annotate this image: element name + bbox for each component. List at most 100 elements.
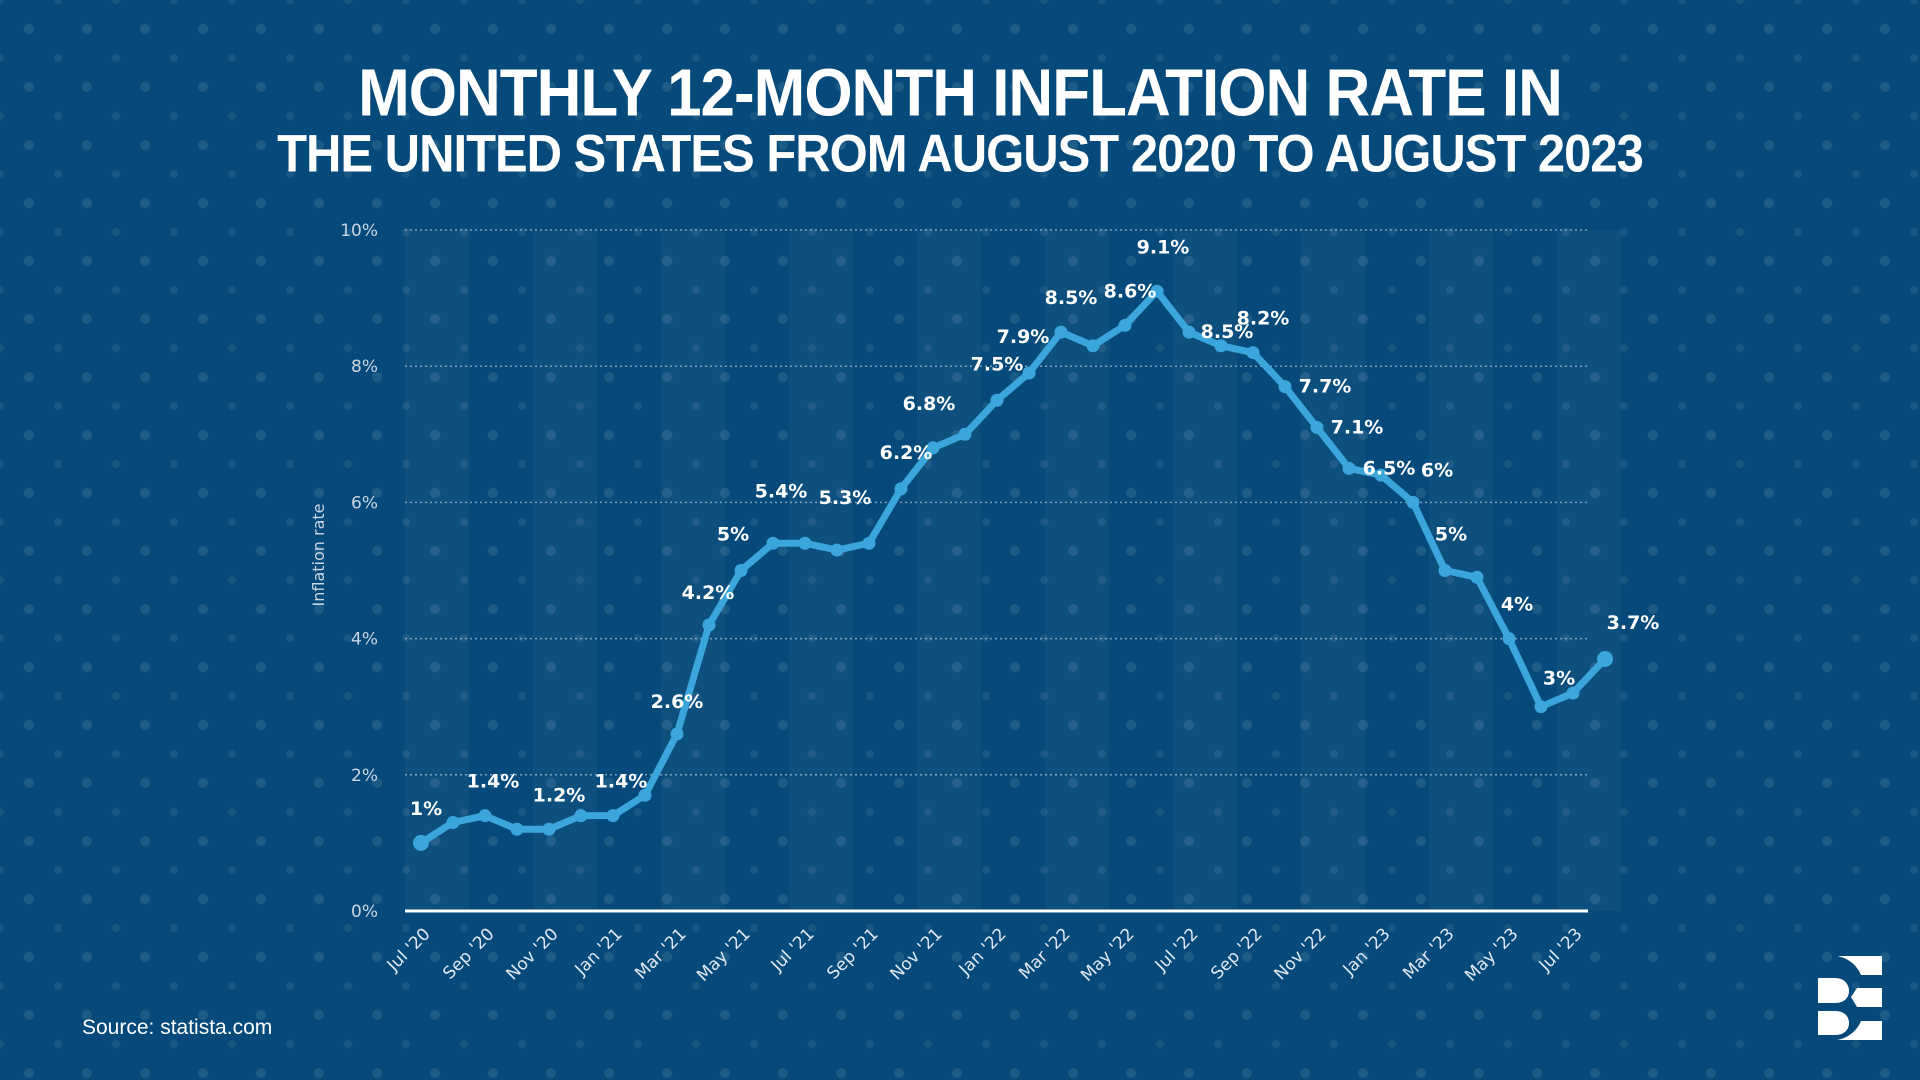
data-point [1534, 700, 1548, 714]
data-point [638, 788, 652, 802]
chart-band [1557, 230, 1621, 911]
data-point [1214, 339, 1228, 353]
data-point [766, 536, 780, 550]
data-label: 7.9% [997, 326, 1050, 348]
data-point [1374, 468, 1388, 482]
data-label: 8.6% [1104, 280, 1157, 302]
data-point [478, 809, 492, 823]
data-label: 1% [410, 798, 442, 820]
data-label: 7.5% [971, 353, 1024, 375]
chart-band [1301, 230, 1365, 911]
x-tick-label: Jul '22 [1151, 924, 1203, 976]
x-tick-label: Sep '22 [1207, 924, 1266, 983]
x-tick-label: Mar '22 [1015, 924, 1074, 983]
data-point [510, 822, 524, 836]
y-tick-label: 4% [351, 630, 378, 650]
data-label: 6.5% [1363, 457, 1416, 479]
data-label: 6% [1421, 459, 1453, 481]
x-tick-label: Jul '21 [767, 924, 819, 976]
y-tick-label: 2% [351, 766, 378, 786]
data-point [1342, 461, 1356, 475]
data-point [1278, 380, 1292, 394]
data-point [1150, 284, 1164, 298]
x-tick-label: May '23 [1461, 924, 1522, 985]
data-point [702, 618, 716, 632]
data-point [926, 441, 940, 455]
data-label: 8.2% [1237, 308, 1290, 330]
data-label: 1.4% [467, 771, 520, 793]
chart-band [917, 230, 981, 911]
data-label: 9.1% [1137, 236, 1190, 258]
data-point [894, 482, 908, 496]
y-axis-ticks: 0% 2% 4% 6% 8% 10% [340, 221, 378, 922]
y-tick-label: 8% [351, 357, 378, 377]
x-tick-label: Jan '23 [1339, 924, 1395, 980]
data-point [446, 815, 460, 829]
data-point [1310, 420, 1324, 434]
x-tick-label: May '22 [1077, 924, 1138, 985]
chart-gridlines [405, 229, 1588, 913]
data-point [1597, 651, 1613, 668]
data-label: 5% [717, 524, 749, 546]
x-axis-ticks: Jul '20 Sep '20 Nov '20 Jan '21 Mar '21 May '… [383, 924, 1587, 985]
data-point [542, 822, 556, 836]
x-tick-label: Nov '22 [1271, 924, 1331, 984]
data-label: 6.2% [880, 442, 933, 464]
data-label: 8.5% [1201, 321, 1254, 343]
data-label: 5.4% [755, 480, 808, 502]
x-tick-label: Sep '21 [823, 924, 882, 983]
data-point [1246, 346, 1260, 360]
data-point [1502, 632, 1516, 646]
data-point [798, 536, 812, 550]
chart-band [789, 230, 853, 911]
data-point [574, 809, 588, 823]
source-credit: Source: statista.com [82, 1016, 273, 1039]
data-point [1470, 570, 1484, 584]
data-point [830, 543, 844, 557]
data-label: 7.7% [1299, 376, 1352, 398]
data-point [606, 809, 620, 823]
data-label: 3% [1543, 668, 1575, 690]
chart-band [661, 230, 725, 911]
data-point [1566, 686, 1580, 700]
data-point [1054, 325, 1068, 339]
x-tick-label: May '21 [693, 924, 754, 985]
data-label: 1.4% [595, 771, 648, 793]
y-tick-label: 6% [351, 493, 378, 513]
chart-title-line-1: MONTHLY 12-MONTH INFLATION RATE IN [358, 56, 1563, 131]
data-point [1022, 366, 1036, 380]
data-point [734, 564, 748, 577]
brand-logo-icon [1818, 956, 1882, 1040]
data-point [1118, 318, 1132, 332]
x-tick-label: Jan '21 [571, 924, 627, 980]
x-tick-label: Mar '23 [1399, 924, 1458, 983]
x-tick-label: Mar '21 [631, 924, 690, 983]
data-point [990, 393, 1004, 407]
data-label: 6.8% [903, 393, 956, 415]
x-tick-label: Jul '23 [1535, 924, 1587, 976]
data-label: 3.7% [1607, 612, 1660, 634]
data-point [1438, 564, 1452, 577]
y-tick-label: 0% [351, 902, 378, 922]
data-label: 8.5% [1045, 287, 1098, 309]
data-label: 4.2% [682, 582, 735, 604]
x-tick-label: Nov '20 [503, 924, 563, 984]
chart-band [533, 230, 597, 911]
x-tick-label: Sep '20 [439, 924, 498, 983]
data-label: 1.2% [533, 784, 586, 806]
data-label: 5.3% [819, 487, 872, 509]
data-point [862, 536, 876, 550]
data-point [1182, 325, 1196, 339]
data-point [413, 834, 429, 851]
x-tick-label: Jan '22 [955, 924, 1011, 980]
x-tick-label: Nov '21 [887, 924, 947, 984]
series-inflation-rate [413, 284, 1613, 851]
data-label: 7.1% [1331, 416, 1384, 438]
y-axis-label: Inflation rate [309, 504, 328, 607]
y-tick-label: 10% [340, 221, 378, 241]
chart-title-line-2: THE UNITED STATES FROM AUGUST 2020 TO AU… [277, 124, 1644, 184]
data-label: 5% [1435, 524, 1467, 546]
data-point [1406, 495, 1420, 509]
x-tick-label: Jul '20 [383, 924, 435, 976]
